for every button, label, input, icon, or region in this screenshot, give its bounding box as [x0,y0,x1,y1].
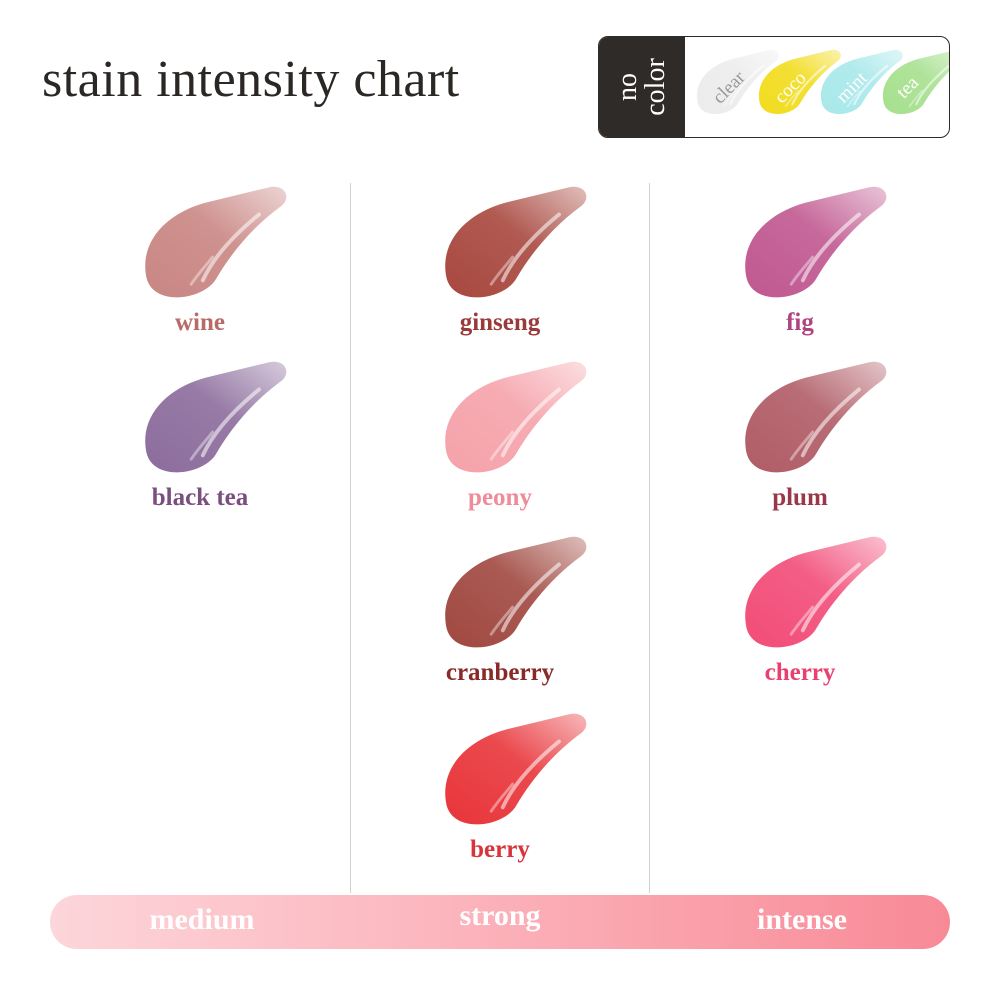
swatch-shape [820,49,903,115]
shade-plum: plum [690,358,910,533]
shade-label: cherry [764,659,836,686]
shade-cranberry: cranberry [390,533,610,708]
shade-fig: fig [690,183,910,358]
swatch-shape [445,186,587,298]
page-title: stain intensity chart [42,51,460,108]
swatch-shape [745,186,887,298]
shade-label: black tea [151,484,249,511]
shade-label: plum [772,484,828,511]
no-color-label-panel: no color [599,37,685,137]
shade-label: peony [468,484,532,511]
shade-label: fig [786,309,814,336]
shade-wine: wine [90,183,310,358]
no-color-label: no color [612,58,671,116]
swatch-shape [745,361,887,473]
shade-label: wine [175,309,225,336]
column-divider [649,183,650,893]
scale-label-intense: intense [757,903,847,936]
shade-berry: berry [390,710,610,885]
no-color-box: no color clear coco mint tea [598,36,950,138]
swatch-shape [745,536,887,648]
scale-label-strong: strong [459,899,541,932]
shade-label: berry [470,836,530,863]
swatch-shape [445,713,587,825]
no-color-swatch-mint: mint [815,47,905,129]
no-color-swatch-clear: clear [691,47,781,129]
shade-cherry: cherry [690,533,910,708]
swatch-shape [758,49,841,115]
shade-label: ginseng [459,309,541,336]
shade-label: cranberry [445,659,555,686]
shade-ginseng: ginseng [390,183,610,358]
swatch-shape [145,186,287,298]
column-divider [350,183,351,893]
shade-peony: peony [390,358,610,533]
swatch-shape [696,49,779,115]
no-color-swatch-coco: coco [753,47,843,129]
scale-label-medium: medium [149,903,255,936]
shade-black-tea: black tea [90,358,310,533]
swatch-shape [445,361,587,473]
swatch-shape [882,51,949,114]
swatch-shape [445,536,587,648]
no-color-swatch-tea: tea [877,47,949,129]
swatch-shape [145,361,287,473]
intensity-scale-bar: medium strong intense [50,895,950,949]
